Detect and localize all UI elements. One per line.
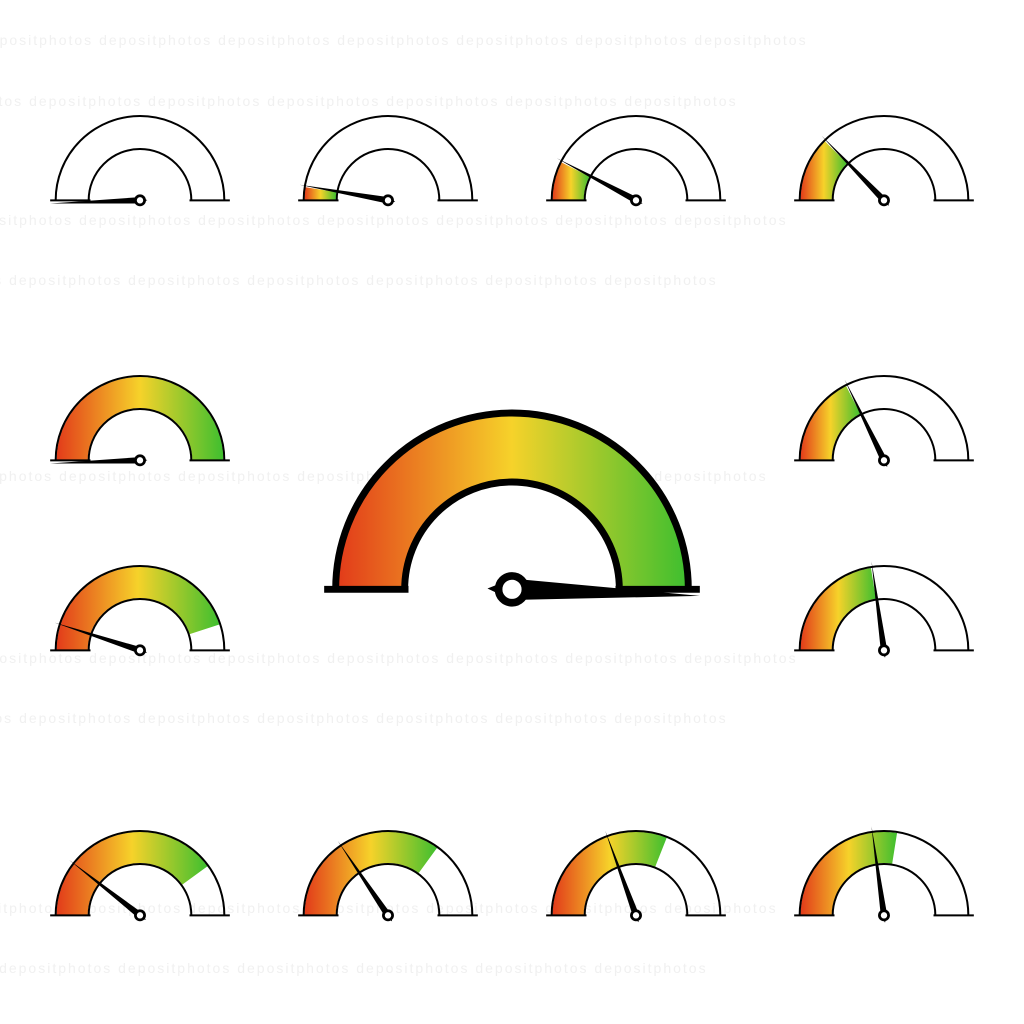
gauge-icon: [536, 820, 736, 930]
gauge-icon: [288, 105, 488, 215]
gauge-gC: [304, 390, 720, 620]
gauge-icon: [784, 365, 984, 475]
watermark-text: depositphotos depositphotos depositphoto…: [0, 710, 1024, 726]
gauge-g06: [784, 365, 984, 475]
gauge-g09: [40, 820, 240, 930]
gauge-g07: [40, 555, 240, 665]
gauge-icon: [536, 105, 736, 215]
gauge-g11: [536, 820, 736, 930]
gauge-icon: [40, 365, 240, 475]
gauge-icon: [784, 105, 984, 215]
gauge-g04: [784, 105, 984, 215]
gauge-g10: [288, 820, 488, 930]
gauge-g02: [288, 105, 488, 215]
gauge-g08: [784, 555, 984, 665]
watermark-text: depositphotos depositphotos depositphoto…: [0, 960, 1024, 976]
page-root: { "canvas": { "width": 1024, "height": 1…: [0, 0, 1024, 1024]
gauge-icon: [40, 820, 240, 930]
gauge-g01: [40, 105, 240, 215]
gauge-g03: [536, 105, 736, 215]
gauge-icon: [40, 105, 240, 215]
gauge-g05: [40, 365, 240, 475]
gauge-icon: [40, 555, 240, 665]
gauge-icon: [288, 820, 488, 930]
gauge-icon: [304, 390, 720, 620]
watermark-text: depositphotos depositphotos depositphoto…: [0, 32, 1024, 48]
gauge-g12: [784, 820, 984, 930]
gauge-icon: [784, 555, 984, 665]
watermark-text: depositphotos depositphotos depositphoto…: [0, 272, 1024, 288]
gauge-icon: [784, 820, 984, 930]
